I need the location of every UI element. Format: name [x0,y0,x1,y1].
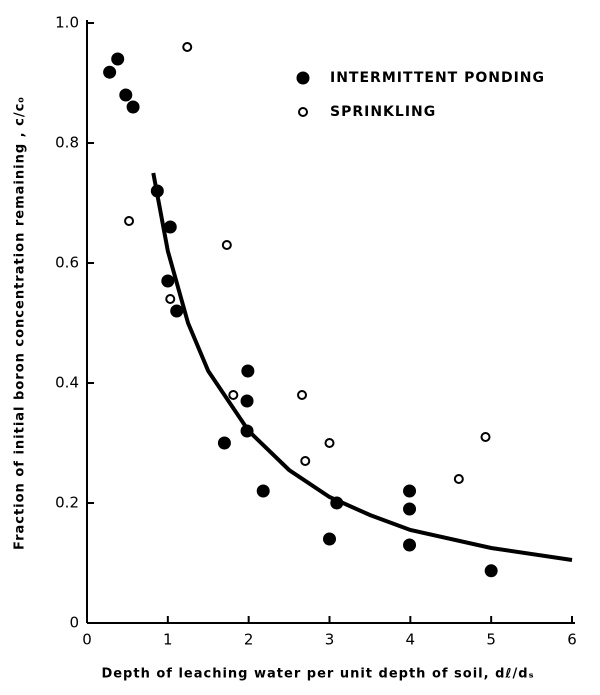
y-tick-label: 0 [69,614,79,632]
x-tick-label: 0 [82,631,92,649]
legend-marker [296,71,310,85]
point [165,294,176,304]
point [170,304,184,318]
point [119,88,133,102]
point [124,216,135,226]
point [480,432,491,442]
point [182,42,193,52]
x-tick-label: 2 [244,631,254,649]
point [228,390,239,400]
point [453,474,464,484]
fit-curve [151,172,573,562]
x-tick-label: 5 [486,631,496,649]
x-axis-label: Depth of leaching water per unit depth o… [101,667,534,682]
point [163,220,177,234]
point [240,394,254,408]
legend-marker [298,107,308,117]
legend-label: SPRINKLING [330,104,436,120]
point [126,100,140,114]
point [300,456,311,466]
x-tick-label: 1 [163,631,173,649]
y-tick-label: 0.2 [55,494,79,512]
y-tick-label: 0.6 [55,254,79,272]
legend-label: INTERMITTENT PONDING [330,70,545,86]
point [484,564,498,578]
point [256,484,270,498]
point [241,364,255,378]
x-tick-label: 4 [406,631,416,649]
point [297,390,308,400]
point [324,438,335,448]
point [111,52,125,66]
point [403,484,417,498]
point [323,532,336,546]
y-tick-label: 0.4 [55,374,79,392]
x-tick-label: 3 [325,631,335,649]
x-tick-label: 6 [567,631,577,649]
point [221,240,232,250]
y-tick-label: 1.0 [55,14,79,32]
point [403,502,417,516]
y-axis-label: Fraction of initial boron concentration … [13,96,28,550]
point [103,65,117,79]
point [161,274,175,288]
y-tick-label: 0.8 [55,134,79,152]
point [403,538,417,552]
point [217,436,231,450]
